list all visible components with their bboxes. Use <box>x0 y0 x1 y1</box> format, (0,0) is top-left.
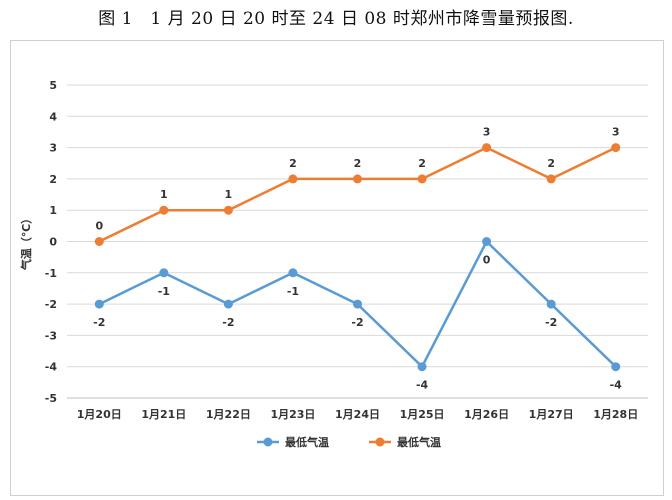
x-tick-label: 1月23日 <box>270 408 315 421</box>
data-label: 2 <box>354 157 362 170</box>
data-label: -1 <box>158 285 170 298</box>
data-label: 2 <box>547 157 555 170</box>
data-label: -2 <box>545 316 557 329</box>
x-tick-label: 1月27日 <box>529 408 574 421</box>
data-label: 0 <box>95 220 103 233</box>
data-label: -1 <box>287 285 299 298</box>
y-axis-label: 气温（℃） <box>19 213 33 271</box>
data-point <box>94 237 104 246</box>
y-tick-label: -1 <box>45 267 57 280</box>
y-tick-label: -2 <box>45 298 57 311</box>
y-tick-label: -3 <box>45 329 57 342</box>
data-label: 1 <box>225 188 233 201</box>
data-point <box>482 143 492 153</box>
y-tick-label: 5 <box>49 79 57 92</box>
data-point <box>94 299 104 309</box>
x-tick-label: 1月22日 <box>206 408 251 421</box>
data-label: -2 <box>222 316 234 329</box>
data-point <box>159 268 169 278</box>
series-group: -2 -1 -2 -1 -2 -4 0 -2 -4 0 1 1 2 2 2 3 2 3 <box>93 126 622 392</box>
data-point <box>611 143 621 153</box>
legend-swatch-marker <box>263 437 273 447</box>
x-tick-label: 1月28日 <box>593 408 638 421</box>
chart-frame <box>10 40 664 496</box>
legend: 最低气温 最低气温 <box>257 435 441 449</box>
x-tick-label: 1月20日 <box>77 408 122 421</box>
data-point <box>417 362 427 372</box>
data-point <box>546 299 556 309</box>
data-label: 0 <box>483 254 491 267</box>
x-tick-label: 1月21日 <box>141 408 186 421</box>
data-point <box>353 174 362 184</box>
data-point <box>611 362 621 372</box>
y-axis-ticks: 5 4 3 2 1 0 -1 -2 -3 -4 -5 <box>45 79 58 405</box>
y-tick-label: 1 <box>49 204 57 217</box>
data-label: 1 <box>160 188 168 201</box>
data-point <box>417 174 427 184</box>
legend-swatch-marker <box>375 437 385 447</box>
y-tick-label: 2 <box>49 173 57 186</box>
data-label: 3 <box>612 126 620 139</box>
legend-item: 最低气温 <box>369 435 441 449</box>
data-label: 2 <box>418 157 426 170</box>
legend-label: 最低气温 <box>285 435 329 449</box>
x-tick-label: 1月26日 <box>464 408 509 421</box>
data-point <box>223 299 233 309</box>
data-point <box>223 205 233 215</box>
data-label: -4 <box>610 379 623 392</box>
legend-label: 最低气温 <box>397 435 441 449</box>
data-label: 2 <box>289 157 297 170</box>
data-point <box>482 237 492 246</box>
y-tick-label: -4 <box>45 361 58 374</box>
figure-title: 图 1 1 月 20 日 20 时至 24 日 08 时郑州市降雪量预报图. <box>98 9 574 29</box>
y-tick-label: 4 <box>49 110 57 123</box>
legend-item: 最低气温 <box>257 435 329 449</box>
data-label: -4 <box>416 379 429 392</box>
y-tick-label: 0 <box>49 236 57 249</box>
data-point <box>159 205 169 215</box>
series-1: -2 -1 -2 -1 -2 -4 0 -2 -4 <box>93 237 622 392</box>
y-tick-label: 3 <box>49 142 57 155</box>
data-point <box>546 174 556 184</box>
x-axis-ticks: 1月20日 1月21日 1月22日 1月23日 1月24日 1月25日 1月26日 1月27日… <box>77 408 638 421</box>
series-2: 0 1 1 2 2 2 3 2 3 <box>94 126 621 246</box>
data-label: -2 <box>93 316 105 329</box>
gridlines <box>67 84 648 399</box>
y-tick-label: -5 <box>45 392 57 405</box>
data-point <box>353 299 362 309</box>
data-point <box>288 174 298 184</box>
x-tick-label: 1月24日 <box>335 408 380 421</box>
x-tick-label: 1月25日 <box>400 408 445 421</box>
data-point <box>288 268 298 278</box>
data-label: 3 <box>483 126 491 139</box>
data-label: -2 <box>351 316 363 329</box>
